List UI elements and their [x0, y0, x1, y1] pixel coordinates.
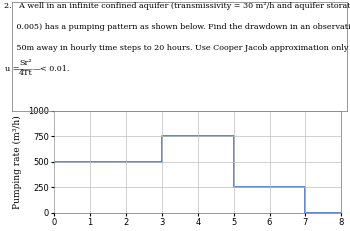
Text: < 0.01.: < 0.01.: [40, 65, 70, 73]
Text: 0.005) has a pumping pattern as shown below. Find the drawdown in an observation: 0.005) has a pumping pattern as shown be…: [4, 23, 350, 31]
Text: 4Tt: 4Tt: [19, 69, 33, 77]
Y-axis label: Pumping rate (m³/h): Pumping rate (m³/h): [13, 115, 22, 209]
Text: 2.   A well in an infinite confined aquifer (transmissivity = 30 m²/h and aquife: 2. A well in an infinite confined aquife…: [4, 2, 350, 10]
Text: 50m away in hourly time steps to 20 hours. Use Cooper Jacob approximation only f: 50m away in hourly time steps to 20 hour…: [4, 44, 350, 52]
Text: ———: ———: [18, 65, 42, 73]
Text: u =: u =: [5, 65, 20, 73]
Text: Sr²: Sr²: [19, 59, 32, 67]
